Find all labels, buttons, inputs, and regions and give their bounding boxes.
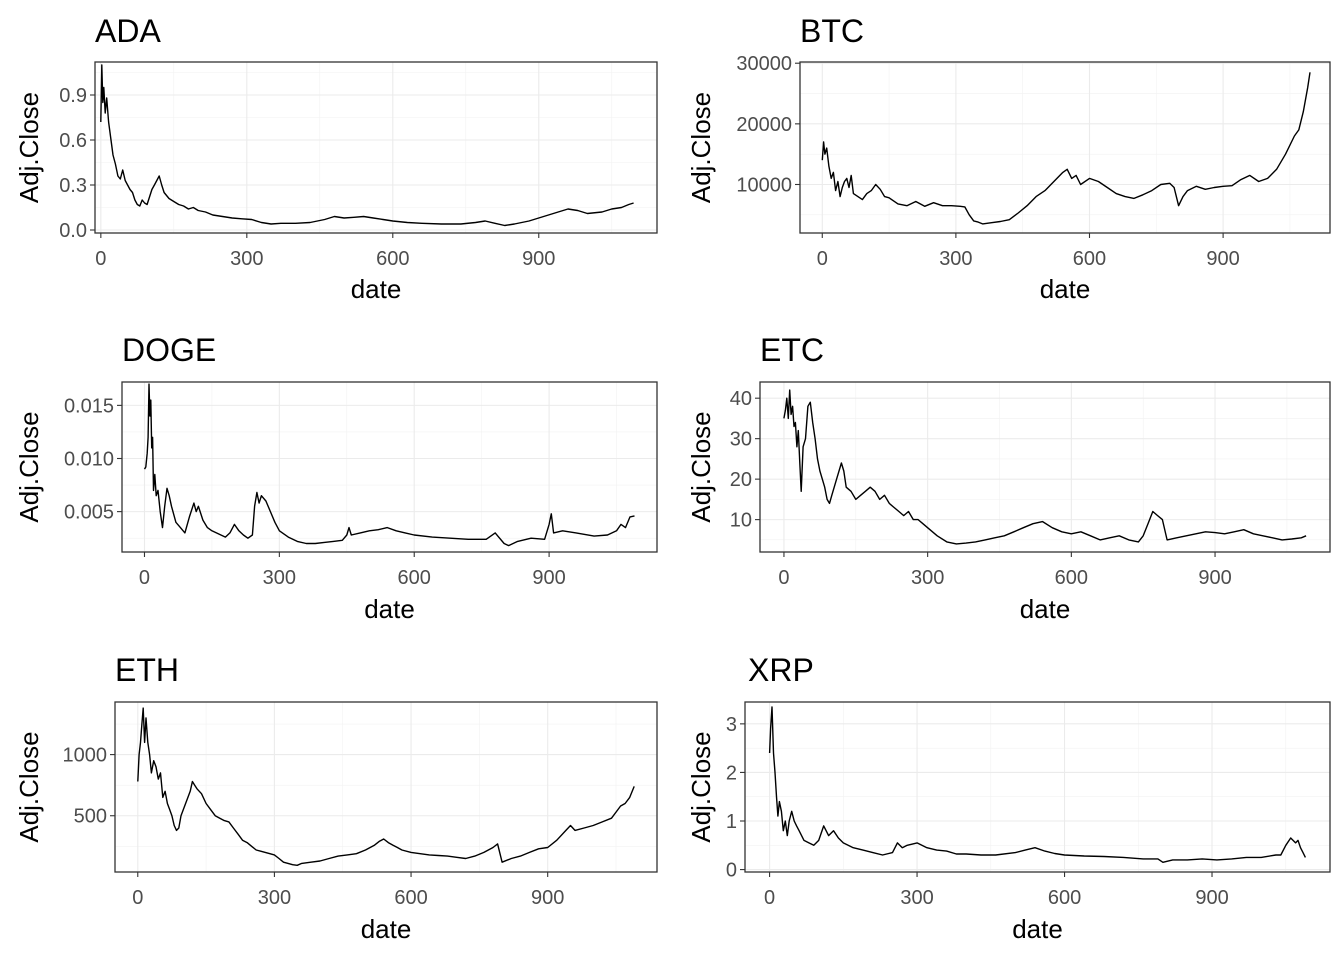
x-axis-title: date [1012, 914, 1063, 944]
x-tick-label: 0 [817, 248, 828, 270]
y-tick-label: 2 [726, 762, 737, 784]
y-tick-label: 10 [730, 510, 752, 532]
y-tick-label: 0.9 [59, 85, 87, 107]
panel-doge: 0 300 600 900 0.005 0.010 0.015 DOGE date Adj.Clo… [14, 332, 658, 624]
panel-border [744, 701, 1331, 873]
y-tick-label: 30000 [736, 53, 792, 75]
x-tick-label: 300 [258, 887, 291, 909]
x-tick-label: 300 [939, 248, 972, 270]
panel-title: ADA [95, 13, 161, 49]
y-axis-title: Adj.Close [14, 92, 44, 203]
x-tick-label: 900 [1195, 887, 1228, 909]
y-axis-title: Adj.Close [14, 731, 44, 842]
series-line-ada [100, 64, 634, 227]
panel-border [94, 61, 658, 234]
series-line-xrp [768, 706, 1307, 863]
series-line-eth [137, 707, 635, 866]
y-tick-label: 40 [730, 388, 752, 410]
series-line-doge [143, 383, 635, 547]
x-tick-label: 600 [1048, 887, 1081, 909]
x-tick-label: 900 [1206, 248, 1239, 270]
panel-title: XRP [748, 652, 814, 688]
y-axis-title: Adj.Close [14, 411, 44, 522]
y-tick-label: 0 [726, 860, 737, 882]
x-axis-title: date [364, 594, 415, 624]
x-axis-title: date [1020, 594, 1071, 624]
x-tick-label: 300 [911, 567, 944, 589]
x-tick-label: 600 [394, 887, 427, 909]
y-tick-label: 0.3 [59, 175, 87, 197]
panel-background [760, 382, 1330, 552]
x-tick-label: 300 [900, 887, 933, 909]
x-tick-label: 900 [522, 248, 555, 270]
x-tick-label: 600 [398, 567, 431, 589]
y-tick-label: 0.015 [64, 395, 114, 417]
x-tick-label: 600 [376, 248, 409, 270]
x-tick-label: 900 [1198, 567, 1231, 589]
y-tick-label: 500 [74, 806, 107, 828]
y-tick-label: 20000 [736, 114, 792, 136]
panel-background [745, 702, 1330, 872]
x-tick-label: 300 [230, 248, 263, 270]
x-axis-title: date [351, 274, 402, 304]
panel-border [121, 381, 658, 553]
y-tick-label: 30 [730, 429, 752, 451]
y-tick-label: 0.6 [59, 130, 87, 152]
y-axis-title: Adj.Close [686, 411, 716, 522]
y-tick-label: 20 [730, 469, 752, 491]
panel-title: BTC [800, 13, 864, 49]
x-axis-title: date [361, 914, 412, 944]
x-tick-label: 0 [139, 567, 150, 589]
panel-ada: 0 300 600 900 0.0 0.3 0.6 0.9 ADA date Adj.Close [14, 13, 658, 304]
series-line-btc [821, 72, 1311, 225]
x-tick-label: 900 [531, 887, 564, 909]
series-line-etc [783, 389, 1307, 545]
y-axis-title: Adj.Close [686, 731, 716, 842]
y-tick-label: 1000 [63, 745, 108, 767]
x-axis-title: date [1040, 274, 1091, 304]
panel-background [122, 382, 657, 552]
x-tick-label: 0 [132, 887, 143, 909]
x-tick-label: 0 [778, 567, 789, 589]
y-tick-label: 1 [726, 811, 737, 833]
panel-title: ETC [760, 332, 824, 368]
panel-background [95, 62, 657, 233]
x-tick-label: 300 [263, 567, 296, 589]
y-tick-label: 0.0 [59, 220, 87, 242]
x-tick-label: 900 [532, 567, 565, 589]
panel-title: ETH [115, 652, 179, 688]
panel-background [115, 702, 657, 872]
y-tick-label: 0.005 [64, 502, 114, 524]
panel-title: DOGE [122, 332, 216, 368]
panel-xrp: 0 300 600 900 0 1 2 3 XRP date Adj.Close [686, 652, 1331, 944]
y-axis-title: Adj.Close [686, 92, 716, 203]
x-tick-label: 0 [95, 248, 106, 270]
y-tick-label: 10000 [736, 174, 792, 196]
x-tick-label: 0 [764, 887, 775, 909]
panel-border [759, 381, 1331, 553]
y-tick-label: 0.010 [64, 449, 114, 471]
panel-eth: 0 300 600 900 500 1000 ETH date Adj.Close [14, 652, 658, 944]
x-tick-label: 600 [1055, 567, 1088, 589]
panel-background [800, 62, 1330, 233]
panel-border [114, 701, 658, 873]
panel-btc: 0 300 600 900 10000 20000 30000 BTC date Adj.Clos… [686, 13, 1331, 304]
panel-border [799, 61, 1331, 234]
y-tick-label: 3 [726, 714, 737, 736]
x-tick-label: 600 [1073, 248, 1106, 270]
panel-etc: 0 300 600 900 10 20 30 40 ETC date Adj.Close [686, 332, 1331, 624]
